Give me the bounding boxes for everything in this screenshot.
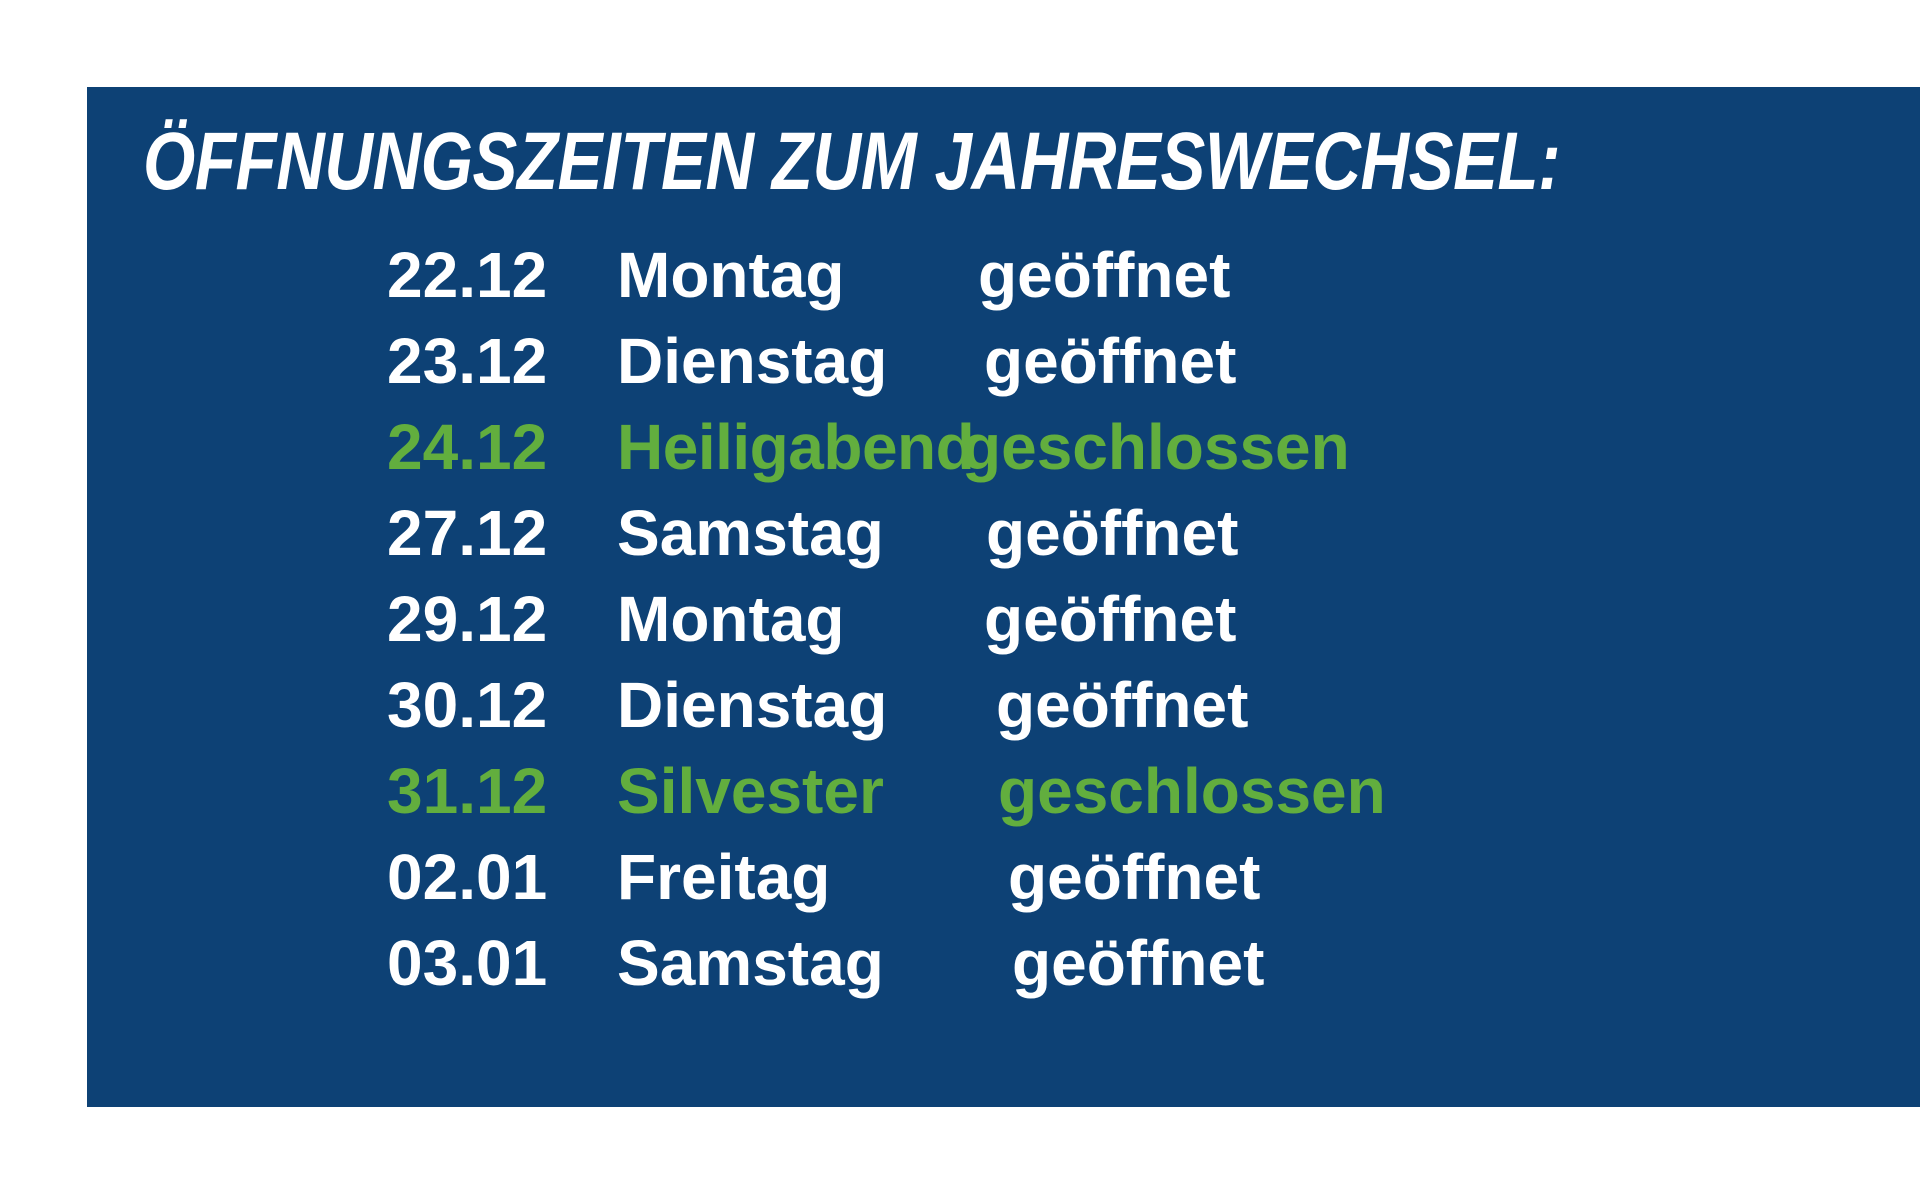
row-status: geöffnet xyxy=(984,325,1237,397)
row-status: geöffnet xyxy=(1008,841,1261,913)
row-date: 03.01 xyxy=(387,927,548,999)
table-row: 27.12 Samstag geöffnet xyxy=(387,490,1887,576)
row-date: 22.12 xyxy=(387,239,548,311)
row-weekday: Montag xyxy=(617,583,845,655)
row-date: 31.12 xyxy=(387,755,548,827)
table-row: 03.01 Samstag geöffnet xyxy=(387,920,1887,1006)
row-weekday: Dienstag xyxy=(617,325,888,397)
table-row: 22.12 Montag geöffnet xyxy=(387,232,1887,318)
table-row: 29.12 Montag geöffnet xyxy=(387,576,1887,662)
row-status: geschlossen xyxy=(998,755,1386,827)
row-weekday: Heiligabend xyxy=(617,411,975,483)
row-weekday: Freitag xyxy=(617,841,831,913)
row-status: geöffnet xyxy=(986,497,1239,569)
row-status: geöffnet xyxy=(1012,927,1265,999)
row-date: 24.12 xyxy=(387,411,548,483)
row-status: geöffnet xyxy=(996,669,1249,741)
row-date: 23.12 xyxy=(387,325,548,397)
row-status: geschlossen xyxy=(962,411,1350,483)
row-status: geöffnet xyxy=(978,239,1231,311)
row-date: 02.01 xyxy=(387,841,548,913)
table-row: 24.12 Heiligabend geschlossen xyxy=(387,404,1887,490)
row-weekday: Samstag xyxy=(617,927,884,999)
row-weekday: Silvester xyxy=(617,755,884,827)
table-row: 23.12 Dienstag geöffnet xyxy=(387,318,1887,404)
row-weekday: Montag xyxy=(617,239,845,311)
row-date: 27.12 xyxy=(387,497,548,569)
poster-panel: ÖFFNUNGSZEITEN ZUM JAHRESWECHSEL: 22.12 M… xyxy=(87,87,1920,1107)
row-date: 29.12 xyxy=(387,583,548,655)
table-row: 31.12 Silvester geschlossen xyxy=(387,748,1887,834)
page-title: ÖFFNUNGSZEITEN ZUM JAHRESWECHSEL: xyxy=(143,116,1561,207)
opening-hours-table: 22.12 Montag geöffnet 23.12 Dienstag geöffnet… xyxy=(387,232,1887,1006)
row-date: 30.12 xyxy=(387,669,548,741)
row-status: geöffnet xyxy=(984,583,1237,655)
table-row: 02.01 Freitag geöffnet xyxy=(387,834,1887,920)
row-weekday: Samstag xyxy=(617,497,884,569)
table-row: 30.12 Dienstag geöffnet xyxy=(387,662,1887,748)
row-weekday: Dienstag xyxy=(617,669,888,741)
